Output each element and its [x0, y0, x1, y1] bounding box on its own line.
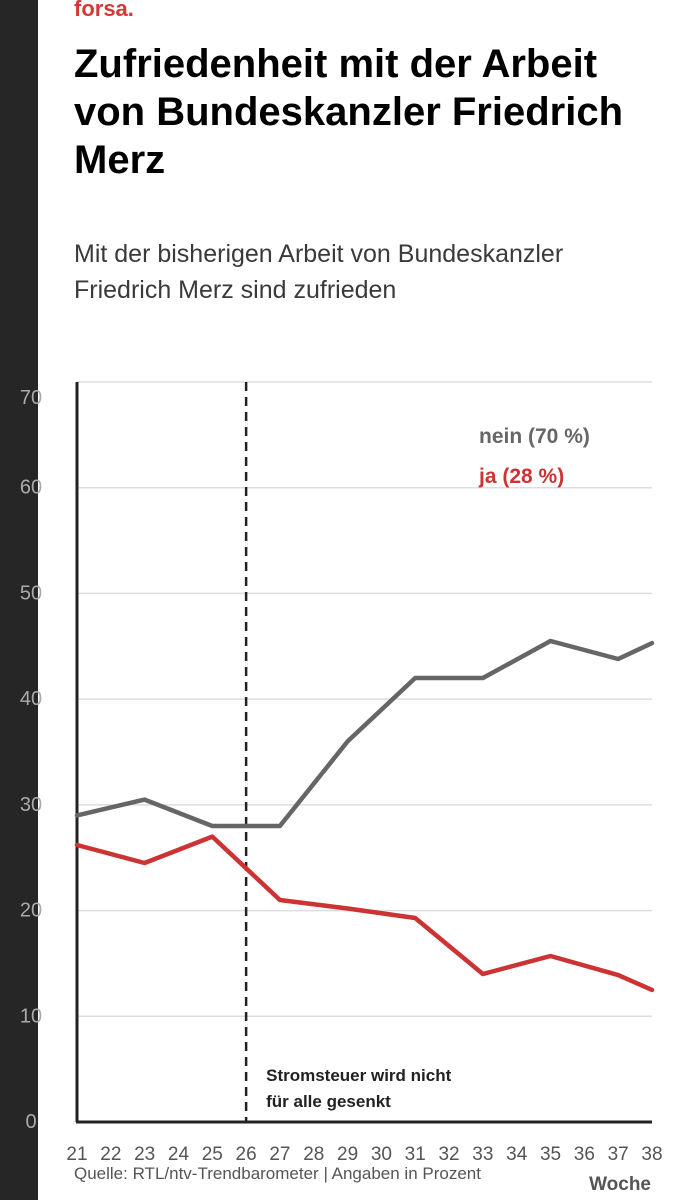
y-tick-label: 30 [20, 794, 42, 816]
x-tick-label: 24 [168, 1144, 190, 1165]
forsa-logo: forsa. [74, 0, 134, 21]
x-tick-label: 27 [269, 1144, 290, 1165]
x-tick-label: 35 [540, 1144, 561, 1165]
x-tick-label: 37 [608, 1144, 629, 1165]
source-note: Quelle: RTL/ntv-Trendbarometer | Angaben… [74, 1164, 481, 1183]
x-tick-label: 25 [202, 1144, 223, 1165]
y-tick-label: 10 [20, 1005, 42, 1027]
y-tick-label: 0 [25, 1111, 36, 1133]
legend-entry-nein: nein (70 %) [479, 425, 590, 448]
y-tick-label: 40 [20, 688, 42, 710]
legend-entry-ja: ja (28 %) [478, 465, 564, 488]
chart-subtitle: Mit der bisherigen Arbeit von Bundeskanz… [74, 240, 564, 304]
y-tick-label: 50 [20, 582, 42, 604]
x-tick-label: 26 [236, 1144, 257, 1165]
x-tick-label: 21 [66, 1144, 87, 1165]
x-axis-title: Woche [589, 1174, 651, 1195]
x-tick-label: 23 [134, 1144, 155, 1165]
y-tick-label: 20 [20, 900, 42, 922]
chart-title: Zufriedenheit mit der Arbeit von Bundesk… [74, 42, 624, 182]
x-tick-label: 28 [303, 1144, 324, 1165]
series-line-ja [74, 834, 655, 993]
x-tick-label: 31 [405, 1144, 426, 1165]
x-tick-label: 34 [506, 1144, 528, 1165]
annotation-label: für alle gesenkt [266, 1092, 391, 1111]
left-edge-bar [0, 0, 38, 1200]
x-tick-label: 29 [337, 1144, 358, 1165]
y-tick-label: 60 [20, 477, 42, 499]
x-tick-label: 36 [574, 1144, 595, 1165]
series-line-nein [74, 638, 655, 829]
x-tick-label: 22 [100, 1144, 121, 1165]
x-tick-label: 32 [438, 1144, 459, 1165]
y-tick-label: 70 [20, 387, 42, 409]
x-tick-label: 33 [472, 1144, 493, 1165]
x-tick-label: 38 [641, 1144, 662, 1165]
x-tick-label: 30 [371, 1144, 392, 1165]
annotation-label: Stromsteuer wird nicht [266, 1066, 451, 1085]
